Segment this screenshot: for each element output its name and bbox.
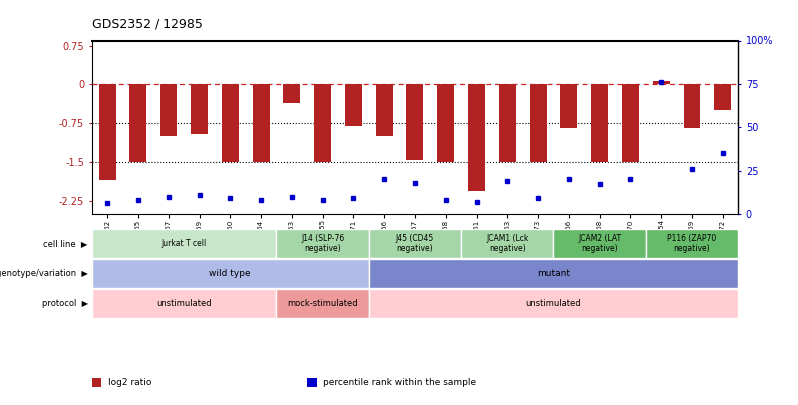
- Text: unstimulated: unstimulated: [156, 299, 212, 308]
- Bar: [191, 85, 208, 134]
- Text: mock-stimulated: mock-stimulated: [287, 299, 358, 308]
- Bar: [461, 229, 554, 258]
- Text: wild type: wild type: [209, 269, 251, 278]
- Bar: [437, 85, 454, 162]
- Text: cell line  ▶: cell line ▶: [43, 239, 88, 248]
- Bar: [222, 85, 239, 162]
- Text: percentile rank within the sample: percentile rank within the sample: [323, 378, 476, 387]
- Text: protocol  ▶: protocol ▶: [41, 299, 88, 308]
- Bar: [369, 289, 738, 318]
- Text: JCAM1 (Lck
negative): JCAM1 (Lck negative): [486, 234, 528, 253]
- Text: log2 ratio: log2 ratio: [108, 378, 151, 387]
- Bar: [160, 85, 177, 136]
- Text: genotype/variation  ▶: genotype/variation ▶: [0, 269, 88, 278]
- Bar: [314, 85, 331, 162]
- Bar: [591, 85, 608, 162]
- Bar: [376, 85, 393, 136]
- Text: GDS2352 / 12985: GDS2352 / 12985: [92, 17, 203, 30]
- Bar: [653, 81, 670, 85]
- Bar: [530, 85, 547, 162]
- Bar: [560, 85, 577, 128]
- Bar: [714, 85, 731, 110]
- Bar: [369, 229, 461, 258]
- Bar: [684, 85, 701, 128]
- Bar: [129, 85, 146, 162]
- Bar: [99, 85, 116, 180]
- Bar: [468, 85, 485, 191]
- Text: JCAM2 (LAT
negative): JCAM2 (LAT negative): [578, 234, 621, 253]
- Bar: [646, 229, 738, 258]
- Bar: [369, 259, 738, 288]
- Bar: [92, 259, 369, 288]
- Text: unstimulated: unstimulated: [526, 299, 581, 308]
- Text: Jurkat T cell: Jurkat T cell: [161, 239, 207, 248]
- Bar: [276, 229, 369, 258]
- Bar: [92, 229, 276, 258]
- Text: P116 (ZAP70
negative): P116 (ZAP70 negative): [667, 234, 717, 253]
- Bar: [276, 289, 369, 318]
- Bar: [253, 85, 270, 162]
- Bar: [406, 85, 424, 160]
- Bar: [499, 85, 516, 162]
- Text: J14 (SLP-76
negative): J14 (SLP-76 negative): [301, 234, 344, 253]
- Bar: [283, 85, 300, 102]
- Bar: [92, 289, 276, 318]
- Bar: [622, 85, 639, 162]
- Bar: [345, 85, 361, 126]
- Text: mutant: mutant: [537, 269, 570, 278]
- Text: J45 (CD45
negative): J45 (CD45 negative): [396, 234, 434, 253]
- Bar: [554, 229, 646, 258]
